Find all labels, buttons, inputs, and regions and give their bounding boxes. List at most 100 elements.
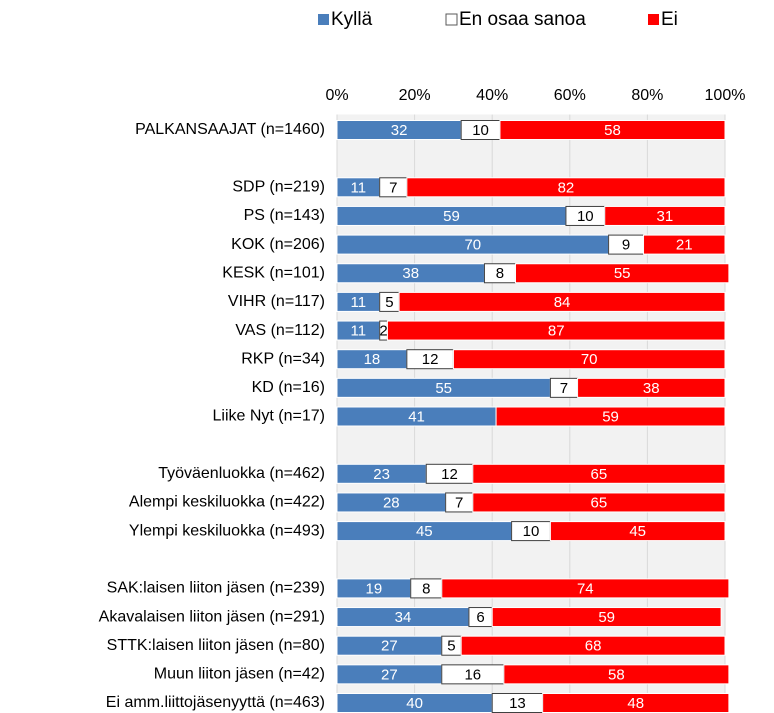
category-label: Muun liiton jäsen (n=42)	[154, 666, 325, 683]
bar-segment	[499, 120, 726, 140]
bar-segment	[503, 664, 730, 685]
x-tick-label: 60%	[554, 87, 586, 104]
category-label: Ylempi keskiluokka (n=493)	[129, 522, 325, 539]
category-label: STTK:laisen liiton jäsen (n=80)	[107, 637, 325, 654]
x-tick-label: 100%	[705, 87, 746, 104]
bar-segment	[386, 320, 726, 341]
value-label: 8	[496, 265, 504, 282]
value-label: 27	[381, 666, 398, 683]
value-label: 74	[577, 580, 594, 597]
value-label: 34	[395, 609, 412, 626]
value-label: 19	[366, 580, 383, 597]
value-label: 5	[385, 294, 393, 311]
value-label: 41	[408, 408, 425, 425]
category-label: VIHR (n=117)	[228, 293, 325, 310]
bar-segment	[549, 521, 726, 542]
value-label: 58	[608, 666, 625, 683]
value-label: 70	[464, 237, 481, 254]
value-label: 7	[455, 494, 463, 511]
value-label: 6	[476, 609, 484, 626]
value-label: 11	[351, 323, 367, 340]
legend-swatch	[445, 13, 458, 26]
value-label: 11	[351, 179, 367, 196]
value-label: 12	[422, 351, 439, 368]
bar-segment	[604, 205, 726, 226]
value-label: 31	[657, 208, 674, 225]
value-label: 18	[364, 351, 381, 368]
value-label: 16	[464, 666, 481, 683]
value-label: 32	[391, 122, 408, 139]
category-label: Alempi keskiluokka (n=422)	[129, 494, 325, 511]
category-label: PALKANSAAJAT (n=1460)	[135, 121, 325, 138]
value-label: 70	[581, 351, 598, 368]
x-tick-label: 40%	[476, 87, 508, 104]
value-label: 21	[676, 237, 693, 254]
value-label: 11	[351, 294, 367, 311]
value-label: 59	[602, 408, 619, 425]
category-label: Liike Nyt (n=17)	[213, 408, 326, 425]
category-label: PS (n=143)	[244, 207, 325, 224]
bar-segment	[406, 177, 726, 198]
value-label: 5	[447, 638, 455, 655]
category-label: KOK (n=206)	[231, 236, 325, 253]
value-label: 10	[472, 122, 489, 139]
bar-segment	[452, 349, 726, 370]
category-label: VAS (n=112)	[235, 322, 325, 339]
x-tick-label: 0%	[325, 87, 348, 104]
category-label: SDP (n=219)	[232, 179, 325, 196]
x-tick-label: 20%	[399, 87, 431, 104]
value-label: 58	[604, 122, 621, 139]
value-label: 38	[402, 265, 419, 282]
value-label: 48	[627, 695, 644, 712]
category-label: SAK:laisen liiton jäsen (n=239)	[107, 580, 325, 597]
legend-label: Kyllä	[331, 9, 373, 30]
value-label: 8	[422, 580, 430, 597]
bar-segment	[643, 234, 726, 255]
bar-segment	[472, 492, 726, 513]
category-label: Työväenluokka (n=462)	[158, 465, 325, 482]
value-label: 12	[441, 466, 458, 483]
value-label: 65	[591, 494, 608, 511]
bar-segment	[472, 463, 726, 484]
value-label: 28	[383, 494, 400, 511]
value-label: 45	[416, 523, 433, 540]
value-label: 87	[548, 323, 565, 340]
value-label: 40	[406, 695, 423, 712]
bar-segment	[398, 291, 726, 312]
value-label: 13	[509, 695, 526, 712]
value-label: 45	[629, 523, 646, 540]
category-label: Ei amm.liittojäsenyyttä (n=463)	[106, 694, 325, 711]
value-label: 10	[577, 208, 594, 225]
value-label: 65	[591, 466, 608, 483]
bar-segment	[491, 607, 722, 628]
bar-segment	[460, 635, 726, 656]
category-label: RKP (n=34)	[241, 350, 325, 367]
bar-segment	[514, 263, 730, 284]
legend-label: Ei	[661, 9, 678, 30]
value-label: 10	[523, 523, 540, 540]
value-label: 38	[643, 380, 660, 397]
value-label: 2	[379, 323, 387, 340]
legend-swatch	[648, 14, 659, 25]
value-label: 23	[373, 466, 390, 483]
value-label: 55	[614, 265, 631, 282]
value-label: 7	[389, 179, 397, 196]
value-label: 9	[622, 237, 630, 254]
value-label: 27	[381, 638, 398, 655]
legend-swatch	[318, 14, 329, 25]
bar-segment	[441, 578, 730, 599]
value-label: 7	[560, 380, 568, 397]
value-label: 84	[554, 294, 571, 311]
category-label: KD (n=16)	[252, 379, 325, 396]
bar-segment	[495, 406, 726, 427]
value-label: 82	[558, 179, 575, 196]
category-label: Akavalaisen liiton jäsen (n=291)	[99, 608, 325, 625]
bar-segment	[577, 377, 726, 398]
value-label: 68	[585, 638, 602, 655]
value-label: 59	[598, 609, 615, 626]
x-tick-label: 80%	[631, 87, 663, 104]
value-label: 55	[435, 380, 452, 397]
value-label: 59	[443, 208, 460, 225]
category-label: KESK (n=101)	[222, 264, 325, 281]
